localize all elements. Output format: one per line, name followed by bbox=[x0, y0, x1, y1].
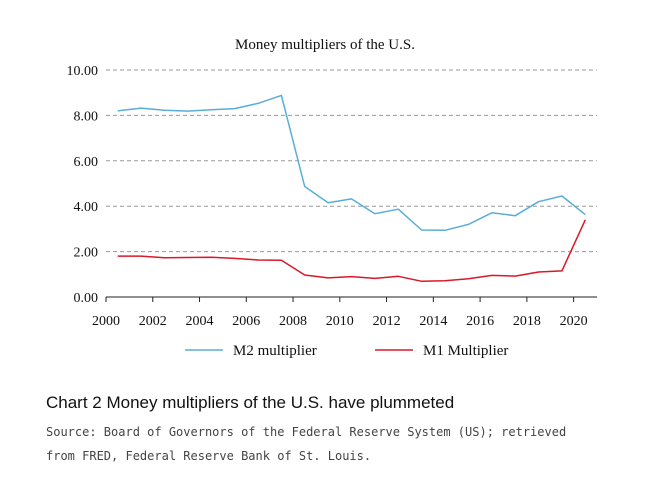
y-tick-label: 6.00 bbox=[74, 155, 99, 170]
data-series bbox=[117, 94, 586, 283]
series-line-m2-multiplier bbox=[117, 94, 586, 232]
x-tick-label: 2020 bbox=[560, 314, 588, 329]
chart-title: Money multipliers of the U.S. bbox=[235, 37, 415, 53]
x-axis-tick-labels: 2000 2002 2004 2006 2008 2010 2012 2014 2016 2018… bbox=[92, 314, 588, 329]
legend: M2 multiplier M1 Multiplier bbox=[185, 343, 508, 359]
y-axis-tick-labels: 0.00 2.00 4.00 6.00 8.00 10.00 bbox=[67, 64, 99, 306]
chart: Money multipliers of the U.S. 0.00 2.00 4.… bbox=[67, 37, 597, 359]
gridlines bbox=[106, 69, 597, 253]
source-line-2: from FRED, Federal Reserve Bank of St. L… bbox=[46, 449, 372, 463]
x-tick-label: 2016 bbox=[466, 314, 494, 329]
x-tick-label: 2008 bbox=[279, 314, 307, 329]
y-tick-label: 0.00 bbox=[74, 291, 99, 306]
source-note: Source: Board of Governors of the Federa… bbox=[46, 420, 646, 468]
series-line-m1-multiplier bbox=[117, 219, 586, 283]
legend-label: M2 multiplier bbox=[233, 343, 317, 359]
x-tick-label: 2010 bbox=[326, 314, 354, 329]
x-tick-label: 2014 bbox=[419, 314, 447, 329]
x-tick-label: 2006 bbox=[232, 314, 260, 329]
chart-caption: Chart 2 Money multipliers of the U.S. ha… bbox=[46, 393, 455, 412]
y-tick-label: 2.00 bbox=[74, 246, 99, 261]
x-tick-label: 2000 bbox=[92, 314, 120, 329]
x-tick-label: 2002 bbox=[139, 314, 167, 329]
x-axis bbox=[105, 296, 597, 302]
y-tick-label: 4.00 bbox=[74, 200, 99, 215]
x-tick-label: 2012 bbox=[373, 314, 401, 329]
x-tick-label: 2018 bbox=[513, 314, 541, 329]
y-tick-label: 8.00 bbox=[74, 109, 99, 124]
x-tick-label: 2004 bbox=[186, 314, 214, 329]
y-tick-label: 10.00 bbox=[67, 64, 99, 79]
legend-label: M1 Multiplier bbox=[423, 343, 508, 359]
source-line-1: Source: Board of Governors of the Federa… bbox=[46, 425, 567, 439]
